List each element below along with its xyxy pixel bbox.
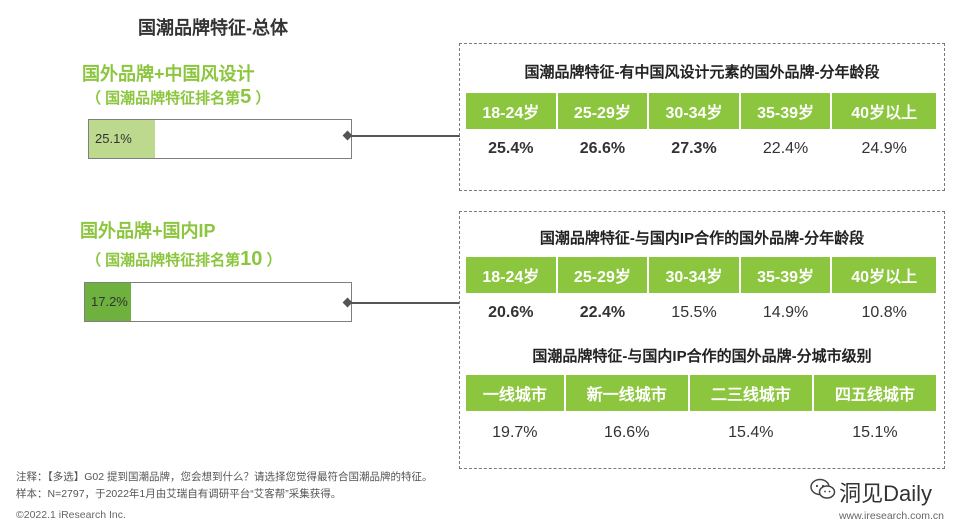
note-line-1: 注释：【多选】G02 提到国潮品牌，您会想到什么？请选择您觉得最符合国潮品牌的特… [16, 471, 433, 483]
value-cell: 16.6% [604, 424, 650, 441]
header-cell: 35-39岁 [740, 257, 831, 293]
panel-ip-cooperation [459, 211, 945, 469]
value-cell: 25.4% [488, 140, 534, 157]
value-cell: 26.6% [579, 140, 626, 157]
value-cell: 10.8% [861, 304, 907, 321]
category-rank-2: （ 国潮品牌特征排名第10 ） [86, 248, 282, 270]
bar-fill-2 [85, 283, 131, 321]
rank-number: 5 [240, 86, 252, 108]
header-cell: 18-24岁 [466, 257, 556, 293]
footer-url: www.iresearch.com.cn [838, 510, 944, 522]
rank-number: 10 [240, 248, 263, 270]
copyright: ©2022.1 iResearch Inc. [16, 509, 126, 521]
note-line-2: 样本：N=2797，于2022年1月由艾瑞自有调研平台“艾客帮”采集获得。 [16, 488, 342, 500]
panel-age-chinese-style [459, 43, 945, 191]
table-city-tier: 一线城市 新一线城市 二三线城市 四五线城市 19.7% 16.6% 15.4%… [464, 375, 938, 455]
value-cell: 15.5% [671, 304, 717, 321]
table-age-1: 18-24岁 25-29岁 30-34岁 35-39岁 40岁以上 25.4% … [464, 93, 938, 169]
header-cell: 30-34岁 [649, 93, 739, 129]
value-cell: 19.7% [492, 424, 538, 441]
bar-value-1: 25.1% [95, 131, 132, 146]
panel-title-3: 国潮品牌特征-与国内IP合作的国外品牌-分城市级别 [532, 348, 872, 365]
value-cell: 22.4% [579, 304, 626, 321]
category-title-1: 国外品牌+中国风设计 [82, 64, 255, 84]
header-cell: 一线城市 [466, 375, 564, 411]
page-title: 国潮品牌特征-总体 [138, 18, 288, 38]
panel-title-1: 国潮品牌特征-有中国风设计元素的国外品牌-分年龄段 [524, 64, 880, 81]
bar-fill-1 [89, 120, 155, 158]
header-cell: 35-39岁 [740, 93, 831, 129]
header-cell: 二三线城市 [689, 375, 812, 411]
header-cell: 40岁以上 [832, 257, 936, 293]
header-cell: 40岁以上 [832, 93, 936, 129]
category-title-2: 国外品牌+国内IP [80, 221, 216, 241]
value-cell: 27.3% [671, 140, 717, 157]
header-cell: 25-29岁 [557, 257, 648, 293]
bar-1: 25.1% [88, 119, 352, 159]
header-cell: 30-34岁 [649, 257, 739, 293]
connector-line-2 [350, 302, 460, 304]
table-age-2: 18-24岁 25-29岁 30-34岁 35-39岁 40岁以上 20.6% … [464, 257, 938, 333]
value-cell: 24.9% [861, 140, 907, 157]
header-cell: 25-29岁 [557, 93, 648, 129]
bar-value-2: 17.2% [91, 294, 128, 309]
wechat-icon [810, 478, 836, 499]
bar-2: 17.2% [84, 282, 352, 322]
category-rank-1: （ 国潮品牌特征排名第5 ） [86, 86, 271, 108]
value-cell: 20.6% [488, 304, 534, 321]
panel-title-2: 国潮品牌特征-与国内IP合作的国外品牌-分年龄段 [539, 230, 865, 247]
header-cell: 18-24岁 [466, 93, 556, 129]
header-cell: 四五线城市 [813, 375, 936, 411]
value-cell: 22.4% [762, 140, 809, 157]
value-cell: 15.4% [728, 424, 774, 441]
header-cell: 新一线城市 [565, 375, 688, 411]
value-cell: 15.1% [852, 424, 898, 441]
value-cell: 14.9% [762, 304, 809, 321]
connector-line-1 [350, 135, 460, 137]
brand-name: 洞见Daily [839, 481, 932, 506]
